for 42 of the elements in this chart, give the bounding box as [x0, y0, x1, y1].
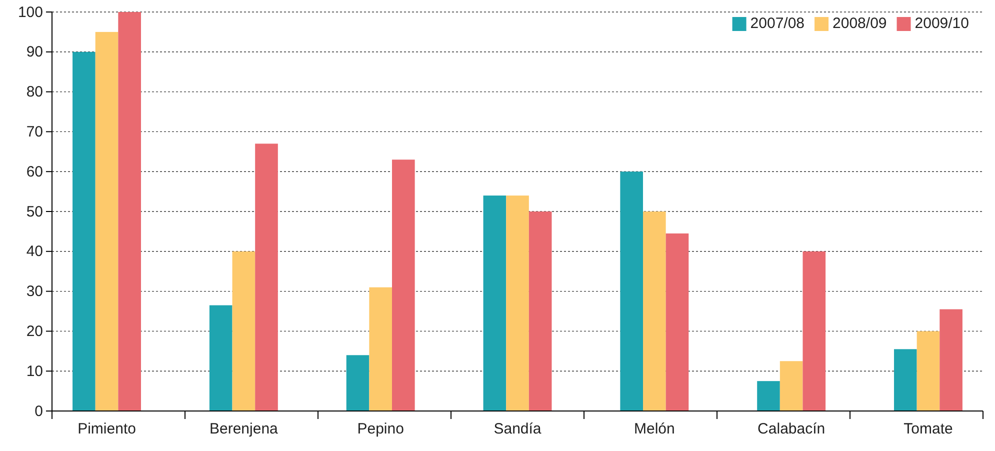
bar	[506, 196, 529, 411]
y-tick-label: 30	[26, 283, 43, 300]
bar	[95, 32, 118, 411]
bar	[757, 381, 780, 411]
bar	[209, 305, 232, 411]
legend-label: 2007/08	[750, 15, 805, 32]
y-tick-label: 20	[26, 323, 43, 340]
bar	[940, 309, 962, 411]
bar	[916, 331, 940, 411]
y-tick-label: 40	[26, 243, 43, 260]
y-tick-label: 0	[34, 402, 43, 420]
legend-label: 2009/10	[914, 15, 969, 32]
x-tick-label: Sandía	[494, 420, 542, 438]
bar	[369, 287, 392, 411]
bar	[780, 361, 803, 411]
y-tick-label: 90	[26, 44, 43, 61]
legend-label: 2008/09	[832, 15, 887, 32]
bar	[620, 172, 644, 411]
bar	[346, 355, 370, 411]
bar	[894, 349, 917, 411]
bar	[483, 196, 506, 411]
x-tick-label: Melón	[634, 420, 675, 438]
bar	[255, 144, 278, 411]
bar	[232, 251, 256, 411]
bar	[72, 52, 96, 411]
bar	[802, 251, 826, 411]
x-tick-label: Pimiento	[78, 420, 136, 438]
y-tick-label: 60	[26, 163, 43, 180]
bar	[666, 233, 689, 411]
y-tick-label: 80	[26, 84, 43, 101]
y-tick-label: 100	[18, 4, 43, 21]
bar	[528, 212, 552, 411]
bar	[118, 12, 141, 411]
x-tick-label: Calabacín	[758, 420, 826, 438]
x-tick-label: Berenjena	[209, 420, 279, 438]
bar	[643, 212, 666, 411]
y-tick-label: 70	[26, 124, 43, 140]
x-tick-label: Pepino	[357, 420, 404, 438]
x-tick-label: Tomate	[904, 420, 953, 438]
bar	[392, 160, 415, 411]
y-tick-label: 50	[26, 203, 43, 220]
y-tick-label: 10	[26, 362, 43, 380]
